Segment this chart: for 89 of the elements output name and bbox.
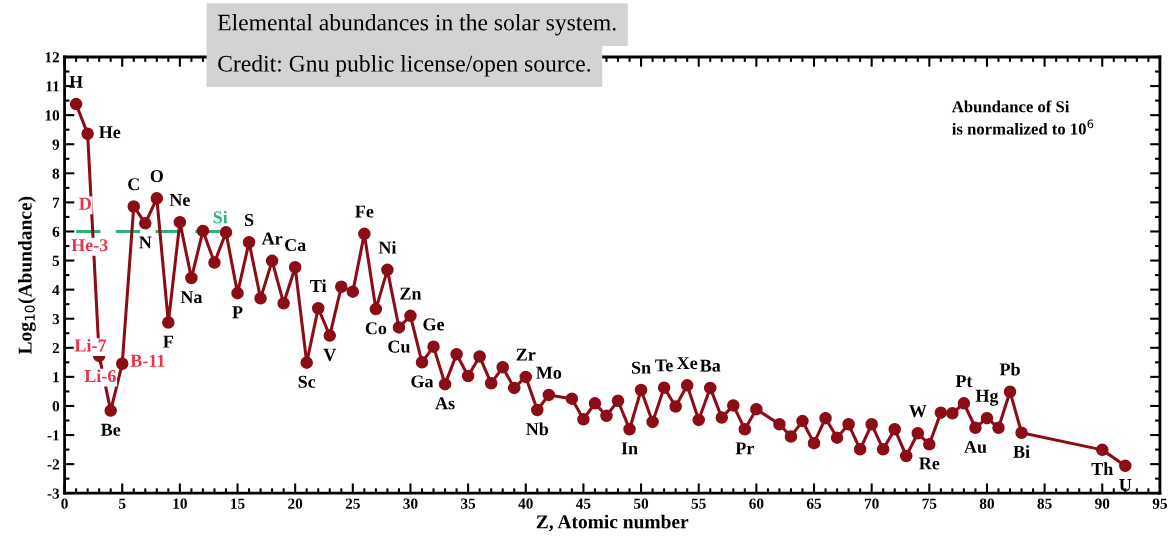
annotation: Pb — [999, 362, 1020, 376]
annotation: Ar — [261, 232, 283, 245]
annotation: Ne — [169, 194, 190, 206]
y-tick-label: 4 — [52, 284, 60, 295]
y-tick-label: 0 — [52, 401, 60, 412]
annotation: Sc — [298, 375, 316, 388]
series-label: Si — [213, 210, 228, 224]
annotation: H — [69, 75, 83, 88]
annotation: Abundance of Si is normalized to 10$^{6}$ — [951, 100, 1094, 135]
y-tick-label: -2 — [47, 459, 60, 470]
annotation: Bi — [1013, 445, 1030, 458]
y-tick-label: 10 — [45, 110, 60, 121]
y-axis-title: Log$_{10}$(Abundance) — [18, 196, 36, 355]
annotation: Te — [655, 359, 673, 372]
annotation: Fe — [355, 205, 374, 218]
x-tick-label: 20 — [288, 498, 303, 509]
annotation: Ti — [310, 279, 327, 292]
x-tick-label: 60 — [749, 498, 764, 509]
x-tick-label: 30 — [403, 498, 418, 509]
x-tick-label: 0 — [61, 498, 68, 509]
x-tick-label: 55 — [691, 498, 706, 509]
annotation: O — [150, 170, 163, 183]
annotation: Ge — [423, 318, 445, 331]
annotation: As — [435, 397, 455, 410]
y-tick-label: 8 — [52, 168, 60, 179]
annotation: Au — [964, 440, 987, 454]
y-tick-label: -3 — [47, 488, 60, 499]
x-tick-label: 35 — [461, 498, 476, 509]
annotation: Ba — [700, 359, 721, 372]
annotation: He — [99, 126, 121, 139]
y-tick-label: 2 — [52, 342, 60, 354]
y-tick-label: 5 — [52, 255, 60, 267]
x-tick-label: 25 — [345, 498, 360, 509]
annotation: Credit: Gnu public license/open source. — [218, 55, 591, 77]
annotation: He-3 — [71, 239, 108, 252]
annotation: Li-7 — [74, 338, 107, 352]
x-tick-label: 95 — [1152, 498, 1167, 509]
annotation: Pr — [735, 442, 754, 455]
annotation: U — [1119, 479, 1132, 492]
annotation: Na — [180, 291, 203, 304]
x-tick-label: 85 — [1037, 498, 1052, 509]
chart-title: Elemental abundances in the solar system. — [217, 13, 616, 36]
annotation: Sn — [631, 361, 651, 374]
x-tick-label: 50 — [634, 498, 649, 509]
annotation: Cu — [388, 340, 410, 353]
annotation: Ca — [285, 238, 306, 252]
y-tick-label: 11 — [46, 81, 59, 92]
x-tick-label: 10 — [173, 498, 187, 509]
annotation: B-11 — [130, 354, 165, 367]
annotation: Th — [1091, 462, 1114, 475]
x-tick-label: 80 — [979, 498, 995, 509]
y-tick-label: 9 — [52, 139, 60, 150]
annotation: Re — [919, 457, 940, 470]
x-tick-label: 5 — [119, 498, 126, 509]
annotation: V — [323, 348, 337, 361]
x-tick-label: 15 — [231, 498, 245, 509]
y-tick-label: 3 — [52, 313, 60, 325]
annotation: Co — [365, 322, 387, 335]
x-tick-label: 90 — [1095, 498, 1110, 509]
x-tick-label: 40 — [518, 498, 533, 509]
y-tick-label: 7 — [52, 197, 60, 208]
x-tick-label: 70 — [864, 498, 879, 509]
annotation: Zn — [400, 287, 422, 300]
x-tick-label: 65 — [806, 498, 822, 509]
annotation: Nb — [526, 422, 549, 436]
annotation: W — [909, 405, 927, 418]
x-tick-label: 75 — [922, 498, 937, 509]
annotation: F — [163, 335, 173, 348]
annotation: Pt — [955, 375, 973, 388]
y-tick-label: 1 — [53, 372, 59, 383]
annotation: Zr — [516, 348, 536, 361]
annotation: Be — [100, 423, 121, 436]
annotation: P — [232, 306, 243, 319]
annotation: Hg — [975, 389, 999, 406]
annotation: Mo — [536, 366, 562, 379]
y-tick-label: 6 — [52, 226, 60, 237]
x-axis-title: Z, Atomic number — [536, 514, 689, 532]
annotation: D — [79, 197, 91, 210]
annotation: Xe — [676, 357, 698, 370]
x-tick-label: 45 — [575, 498, 591, 509]
annotation: In — [621, 442, 638, 455]
y-tick-label: 12 — [45, 52, 60, 63]
annotation: S — [244, 213, 254, 227]
annotation: Ni — [378, 240, 397, 254]
annotation: C — [128, 178, 139, 191]
annotation: Ga — [411, 375, 434, 388]
annotation: Li-6 — [84, 369, 116, 383]
y-tick-label: -1 — [47, 430, 59, 441]
annotation: N — [139, 236, 152, 249]
